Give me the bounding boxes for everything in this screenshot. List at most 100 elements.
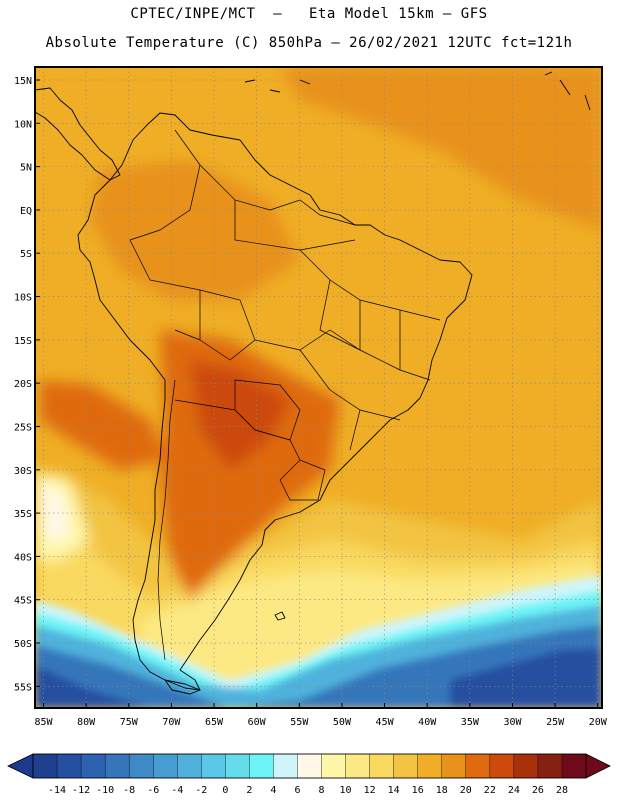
colorbar-label: -12 [72, 785, 90, 796]
border-uruguay [279, 459, 326, 501]
lat-tick-label: EQ [20, 206, 32, 217]
lat-tick-label: 5S [20, 249, 32, 260]
border-argentina-north [174, 399, 301, 461]
colorbar-label: -6 [147, 785, 159, 796]
longitude-axis: 85W 80W 75W 70W 65W 60W 55W 50W 45W 40W 35W 30W 25W 2… [34, 703, 608, 728]
field-cold-m10-east [450, 648, 602, 708]
lat-tick-label: 10N [14, 119, 32, 130]
border-colombia-venezuela [129, 129, 271, 241]
lon-tick-label: 25W [546, 717, 565, 728]
caribbean-islands [244, 71, 591, 111]
latitude-axis: 15N 10N 5N EQ 5S 10S 15S 20S 25S 30S 35S 40S 45S 50S 5… [14, 76, 40, 693]
field-west-8 [40, 480, 70, 540]
colorbar-label: 18 [436, 785, 448, 796]
lon-tick-label: 20W [589, 717, 608, 728]
colorbar-swatch [153, 753, 178, 779]
lat-tick-label: 40S [14, 552, 32, 563]
graticule [35, 67, 602, 708]
colorbar-low-arrow [7, 753, 34, 779]
colorbar-swatch [417, 753, 443, 779]
colorbar-label: -4 [171, 785, 183, 796]
colorbar-high-arrow [585, 753, 611, 779]
colorbar-swatch [561, 753, 587, 779]
lat-tick-label: 10S [14, 293, 32, 304]
brazil-states [299, 249, 441, 451]
lon-tick-label: 60W [248, 717, 267, 728]
temperature-field [35, 67, 602, 708]
lat-tick-label: 15N [14, 76, 32, 87]
colorbar-swatch [537, 753, 563, 779]
colorbar-label: 14 [388, 785, 400, 796]
lon-tick-label: 65W [205, 717, 224, 728]
lon-tick-label: 30W [503, 717, 522, 728]
colorbar-label: -14 [48, 785, 66, 796]
falkland-islands [274, 611, 286, 621]
colorbar-swatch [249, 753, 274, 779]
south-america-coastline [77, 112, 473, 691]
colorbar-label: -2 [195, 785, 207, 796]
colorbar-label: 2 [246, 785, 252, 796]
colorbar-swatch [513, 753, 539, 779]
border-brazil-north [234, 199, 356, 251]
country-borders [129, 129, 441, 661]
colorbar-swatch [177, 753, 202, 779]
colorbar-swatch [441, 753, 467, 779]
coastlines [35, 71, 591, 695]
colorbar-label: 0 [222, 785, 228, 796]
colorbar: -14 -12 -10 -8 -6 -4 -2 0 2 4 6 8 10 12 14 16 18 20 22 24 26… [7, 753, 611, 796]
colorbar-label: 26 [532, 785, 544, 796]
colorbar-swatch [393, 753, 419, 779]
border-chile-argentina [157, 379, 176, 661]
colorbar-swatch [225, 753, 250, 779]
field-ne-warm [280, 67, 602, 230]
lat-tick-label: 30S [14, 466, 32, 477]
colorbar-swatch [201, 753, 226, 779]
colorbar-swatch [128, 753, 154, 779]
colorbar-frame [32, 753, 587, 779]
colorbar-swatch [321, 753, 347, 779]
lat-tick-label: 50S [14, 639, 32, 650]
bolivia-border [174, 290, 256, 361]
colorbar-swatch [32, 753, 58, 779]
colorbar-swatch [345, 753, 371, 779]
colorbar-label: -8 [123, 785, 135, 796]
colorbar-label: 4 [270, 785, 276, 796]
lat-tick-label: 35S [14, 509, 32, 520]
lat-tick-label: 20S [14, 379, 32, 390]
colorbar-label: -10 [96, 785, 114, 796]
title-line-2: Absolute Temperature (C) 850hPa – 26/02/… [45, 35, 573, 51]
lon-tick-label: 80W [77, 717, 96, 728]
colorbar-swatch [104, 753, 130, 779]
central-america-coast [35, 87, 121, 181]
lon-tick-label: 55W [290, 717, 309, 728]
lon-tick-label: 40W [418, 717, 437, 728]
plot-frame [34, 66, 603, 709]
colorbar-label: 8 [319, 785, 325, 796]
colorbar-swatch [465, 753, 491, 779]
field-cold-m10 [35, 665, 150, 708]
lon-tick-label: 50W [333, 717, 352, 728]
colorbar-label: 22 [484, 785, 496, 796]
colorbar-swatch [489, 753, 515, 779]
lon-tick-label: 75W [120, 717, 139, 728]
field-pacific-warm [40, 380, 165, 470]
lat-tick-label: 5N [20, 163, 32, 174]
colorbar-label: 20 [460, 785, 472, 796]
lon-tick-label: 70W [162, 717, 181, 728]
tierra-del-fuego [164, 679, 201, 695]
colorbar-label: 28 [556, 785, 568, 796]
colorbar-swatch [56, 753, 82, 779]
colorbar-label: 6 [294, 785, 300, 796]
colorbar-label: 12 [364, 785, 376, 796]
colorbar-swatch [369, 753, 395, 779]
lat-tick-label: 15S [14, 336, 32, 347]
title-line-1: CPTEC/INPE/MCT – Eta Model 15km – GFS [130, 6, 488, 22]
lat-tick-label: 55S [14, 682, 32, 693]
lon-tick-label: 45W [376, 717, 395, 728]
colorbar-swatch [80, 753, 106, 779]
colorbar-label: 24 [508, 785, 520, 796]
colorbar-swatch [273, 753, 298, 779]
colorbar-swatch [297, 753, 323, 779]
lat-tick-label: 45S [14, 596, 32, 607]
